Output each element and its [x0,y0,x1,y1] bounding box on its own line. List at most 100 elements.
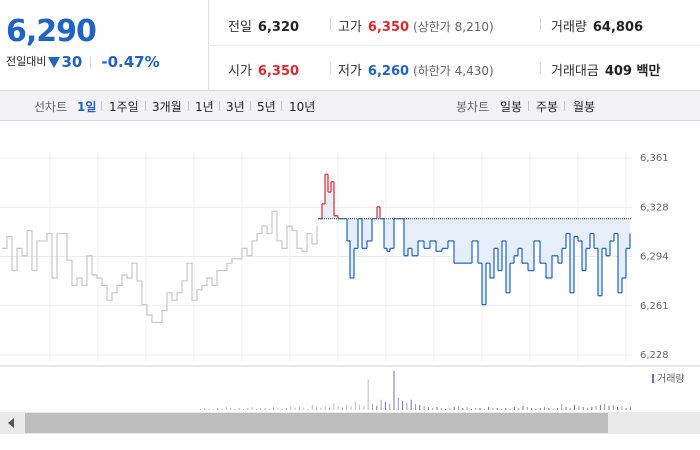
volume-bar [397,397,399,410]
quote-row-divider [208,45,700,46]
volume-bar [367,379,369,410]
change-percent: -0.47% [101,53,160,71]
low-label: 저가 [338,64,362,79]
volume-bar [255,408,257,410]
quote-panel: 6,290 전일대비 30 -0.47% 전일 6,320 고가 6,350 (상한가 8… [0,0,700,90]
volume-bar [595,405,597,410]
volume-bar [393,371,395,410]
volume-bar [346,404,348,410]
tab-period-1d[interactable]: 1일 [77,100,97,114]
volume-bar [247,407,249,410]
volume-bar [453,406,455,410]
change-amount: 30 [61,53,83,71]
volume-bar [432,407,434,410]
volume-bar [359,404,361,410]
candle-chart-label: 봉차트 [456,100,490,114]
volume-bar [479,407,481,410]
volume-bar [470,408,472,410]
volume-bar [449,407,451,410]
volume-bar [221,408,223,410]
turnover-label: 거래대금 [551,64,599,79]
open-cell: 시가 6,350 [228,60,299,79]
tab-period-1y[interactable]: 1년 [195,100,214,114]
volume-bar [311,404,313,410]
volume-bar [230,407,232,410]
change-row: 전일대비 30 -0.47% [6,53,160,71]
volume-bar [294,407,296,410]
volume-bar [548,407,550,410]
volume-bar [561,403,563,410]
volume-bar [599,404,601,410]
prev-close-cell: 전일 6,320 [228,16,299,35]
chart-tab-bar: 선차트 1일 1주일 3개월 1년 3년 5년 10년 봉차트 일봉 주봉 월봉 [0,90,700,121]
volume-bar [298,406,300,410]
tab-period-1w[interactable]: 1주일 [109,100,139,114]
volume-bar [462,407,464,410]
tab-divider [188,101,189,111]
turnover-value: 409 백만 [604,64,661,79]
open-label: 시가 [228,64,252,79]
volume-bar [621,405,623,410]
volume-bar [281,408,283,410]
tab-divider [250,101,251,111]
tab-divider [528,101,529,111]
prev-close-value: 6,320 [257,20,300,35]
volume-bar [286,407,287,410]
divider [540,18,541,30]
volume-bar [363,405,365,410]
lower-limit: (하한가 4,430) [413,64,494,78]
volume-bar [273,406,275,410]
y-tick-label: 6,294 [640,252,669,263]
volume-bar [341,406,343,410]
tab-candle-monthly[interactable]: 월봉 [573,100,596,114]
volume-bar [436,406,438,410]
volume-bar [535,408,537,410]
volume-bar [268,408,270,410]
high-cell: 고가 6,350 (상한가 8,210) [338,16,494,35]
volume-bar [333,403,335,410]
tab-divider [219,101,220,111]
tab-period-5y[interactable]: 5년 [257,100,276,114]
turnover-cell: 거래대금 409 백만 [551,60,660,79]
volume-bar [617,406,619,410]
volume-bar [350,405,352,410]
volume-bar [200,408,201,410]
volume-bar [587,407,588,410]
upper-limit: (상한가 8,210) [413,20,494,34]
volume-bar [518,407,520,410]
chart-scrollbar[interactable] [0,412,700,434]
tab-divider [101,101,102,111]
y-tick-label: 6,228 [640,350,669,361]
tab-period-10y[interactable]: 10년 [289,100,316,114]
volume-bar [303,407,305,410]
tab-candle-weekly[interactable]: 주봉 [536,100,559,114]
scroll-left-icon[interactable] [0,412,22,434]
volume-bar [243,408,244,410]
high-label: 고가 [338,20,362,35]
volume-legend-swatch [652,374,654,383]
price-box: 6,290 전일대비 30 -0.47% [0,0,209,90]
y-axis-ticks: 6,361 6,328 6,294 6,261 6,228 [640,153,669,361]
tab-period-3m[interactable]: 3개월 [152,100,182,114]
volume-bar [419,404,421,410]
volume-bar [410,399,412,410]
low-value: 6,260 [367,64,410,79]
chart-lines [2,173,632,324]
tab-period-3y[interactable]: 3년 [226,100,245,114]
scroll-thumb[interactable] [25,413,608,433]
volume-bar [423,405,425,410]
volume-bar [604,403,606,410]
volume-bar [384,401,386,410]
volume-bar [565,406,567,410]
down-triangle-icon [48,57,61,68]
volume-bars [200,371,631,410]
volume-label: 거래량 [551,20,587,35]
change-label: 전일대비 [6,55,47,68]
volume-bar [531,407,533,410]
volume-bar [427,406,429,410]
tab-candle-daily[interactable]: 일봉 [500,100,523,114]
volume-bar [225,406,227,410]
volume-bar [625,407,627,410]
volume-bar [582,406,584,410]
volume-bar [556,407,558,410]
